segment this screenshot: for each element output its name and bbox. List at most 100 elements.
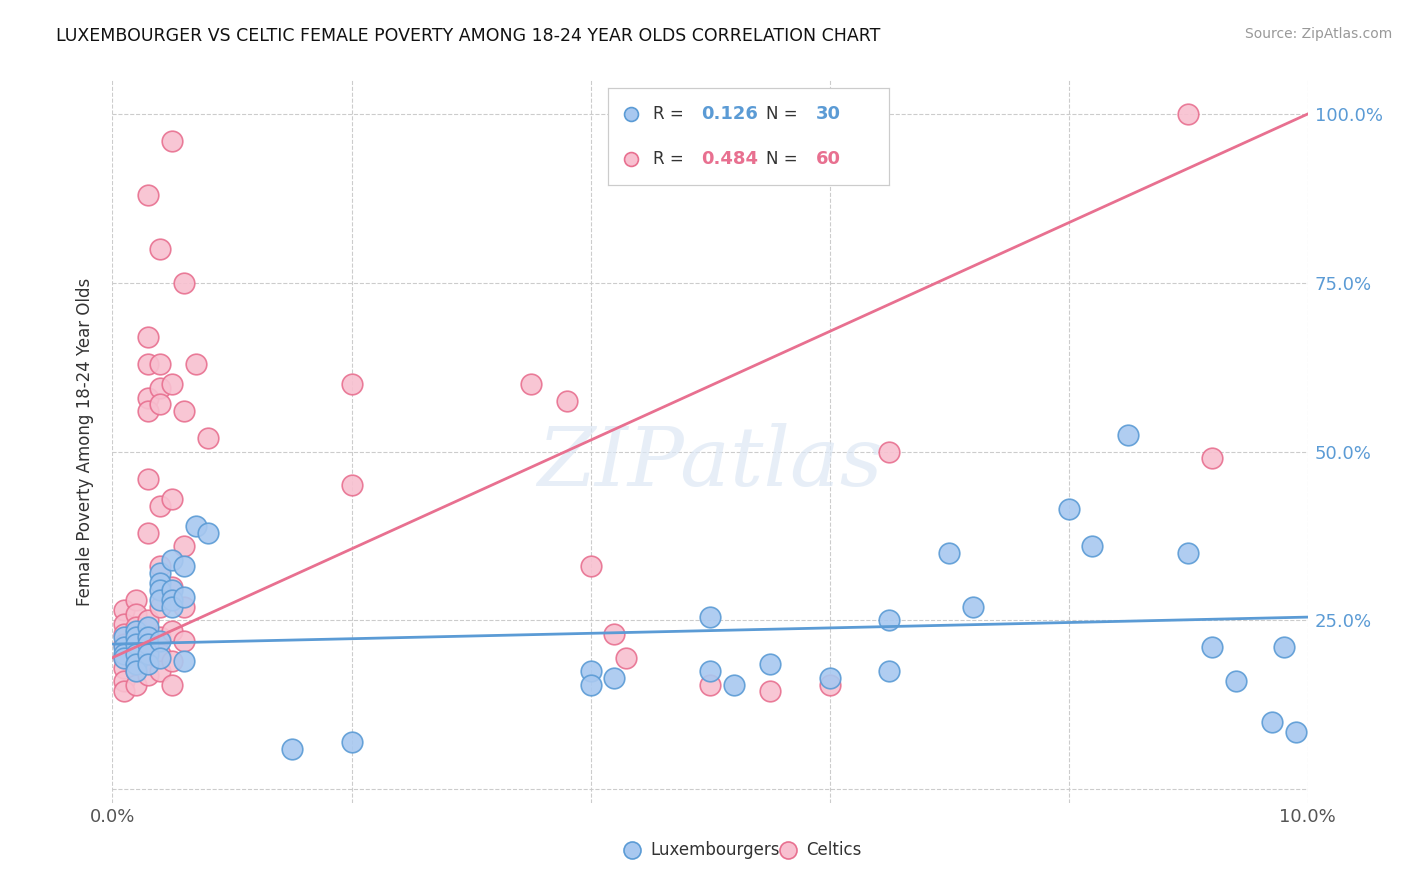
Point <box>173 559 195 574</box>
Point <box>149 593 172 607</box>
Point <box>138 404 160 418</box>
Point <box>114 647 135 661</box>
Point <box>149 631 172 645</box>
Point <box>125 607 148 621</box>
Point <box>281 741 304 756</box>
Point <box>879 664 901 678</box>
Point <box>114 650 135 665</box>
Point <box>125 647 148 661</box>
Point <box>162 678 183 692</box>
Point <box>125 593 148 607</box>
Point <box>1261 714 1284 729</box>
Point <box>197 431 219 445</box>
Point <box>579 559 602 574</box>
Point <box>125 678 148 692</box>
Point <box>138 620 160 634</box>
Text: Source: ZipAtlas.com: Source: ZipAtlas.com <box>1244 27 1392 41</box>
Y-axis label: Female Poverty Among 18-24 Year Olds: Female Poverty Among 18-24 Year Olds <box>76 277 94 606</box>
Point <box>138 647 160 661</box>
Point <box>138 657 160 672</box>
Point <box>616 650 638 665</box>
Point <box>149 566 172 581</box>
Point <box>149 499 172 513</box>
Point <box>162 134 183 148</box>
Point <box>162 583 183 598</box>
Point <box>149 599 172 614</box>
Point <box>162 624 183 638</box>
Point <box>555 394 578 409</box>
Point <box>162 377 183 392</box>
Point <box>114 684 135 698</box>
Point <box>138 667 160 681</box>
Point <box>138 357 160 371</box>
Point <box>1177 107 1199 121</box>
Point <box>114 650 135 665</box>
Text: ZIPatlas: ZIPatlas <box>537 423 883 503</box>
Point <box>162 593 183 607</box>
Point <box>125 620 148 634</box>
Point <box>173 539 195 553</box>
Point <box>149 633 172 648</box>
Point <box>162 491 183 506</box>
Point <box>162 552 183 566</box>
Point <box>138 637 160 651</box>
Point <box>1225 674 1247 689</box>
Point <box>125 640 148 655</box>
Point <box>699 610 721 624</box>
Point <box>125 664 148 678</box>
Point <box>1118 427 1140 442</box>
Point <box>149 357 172 371</box>
Point <box>173 654 195 668</box>
Point <box>938 546 960 560</box>
Point <box>699 664 721 678</box>
Point <box>114 603 135 617</box>
Point <box>723 678 745 692</box>
Point <box>1177 546 1199 560</box>
Point <box>114 640 135 655</box>
Point <box>138 614 160 628</box>
Point <box>138 631 160 645</box>
Point <box>1081 539 1104 553</box>
Point <box>340 377 363 392</box>
Point <box>699 678 721 692</box>
Point <box>149 647 172 661</box>
Point <box>162 654 183 668</box>
Point <box>186 357 208 371</box>
Point <box>520 377 543 392</box>
Point <box>149 664 172 678</box>
Text: Celtics: Celtics <box>806 841 860 859</box>
Point <box>149 559 172 574</box>
Point <box>125 650 148 665</box>
Point <box>125 664 148 678</box>
Point <box>125 657 148 672</box>
Point <box>818 678 841 692</box>
Point <box>114 661 135 675</box>
Text: LUXEMBOURGER VS CELTIC FEMALE POVERTY AMONG 18-24 YEAR OLDS CORRELATION CHART: LUXEMBOURGER VS CELTIC FEMALE POVERTY AM… <box>56 27 880 45</box>
Point <box>149 650 172 665</box>
Point <box>173 633 195 648</box>
Point <box>579 678 602 692</box>
Point <box>114 627 135 641</box>
Point <box>197 525 219 540</box>
Point <box>162 580 183 594</box>
Point <box>759 657 782 672</box>
Point <box>138 525 160 540</box>
Point <box>173 599 195 614</box>
Point <box>879 444 901 458</box>
Point <box>125 631 148 645</box>
Point <box>818 671 841 685</box>
Point <box>879 614 901 628</box>
Point <box>125 624 148 638</box>
Point <box>114 631 135 645</box>
Point <box>114 616 135 631</box>
Point <box>125 631 148 645</box>
Point <box>173 590 195 604</box>
Point <box>1201 640 1223 655</box>
Point <box>340 478 363 492</box>
Point <box>759 684 782 698</box>
Point <box>603 627 626 641</box>
Point <box>603 671 626 685</box>
Point <box>149 397 172 411</box>
Text: Luxembourgers: Luxembourgers <box>651 841 780 859</box>
Point <box>149 576 172 591</box>
